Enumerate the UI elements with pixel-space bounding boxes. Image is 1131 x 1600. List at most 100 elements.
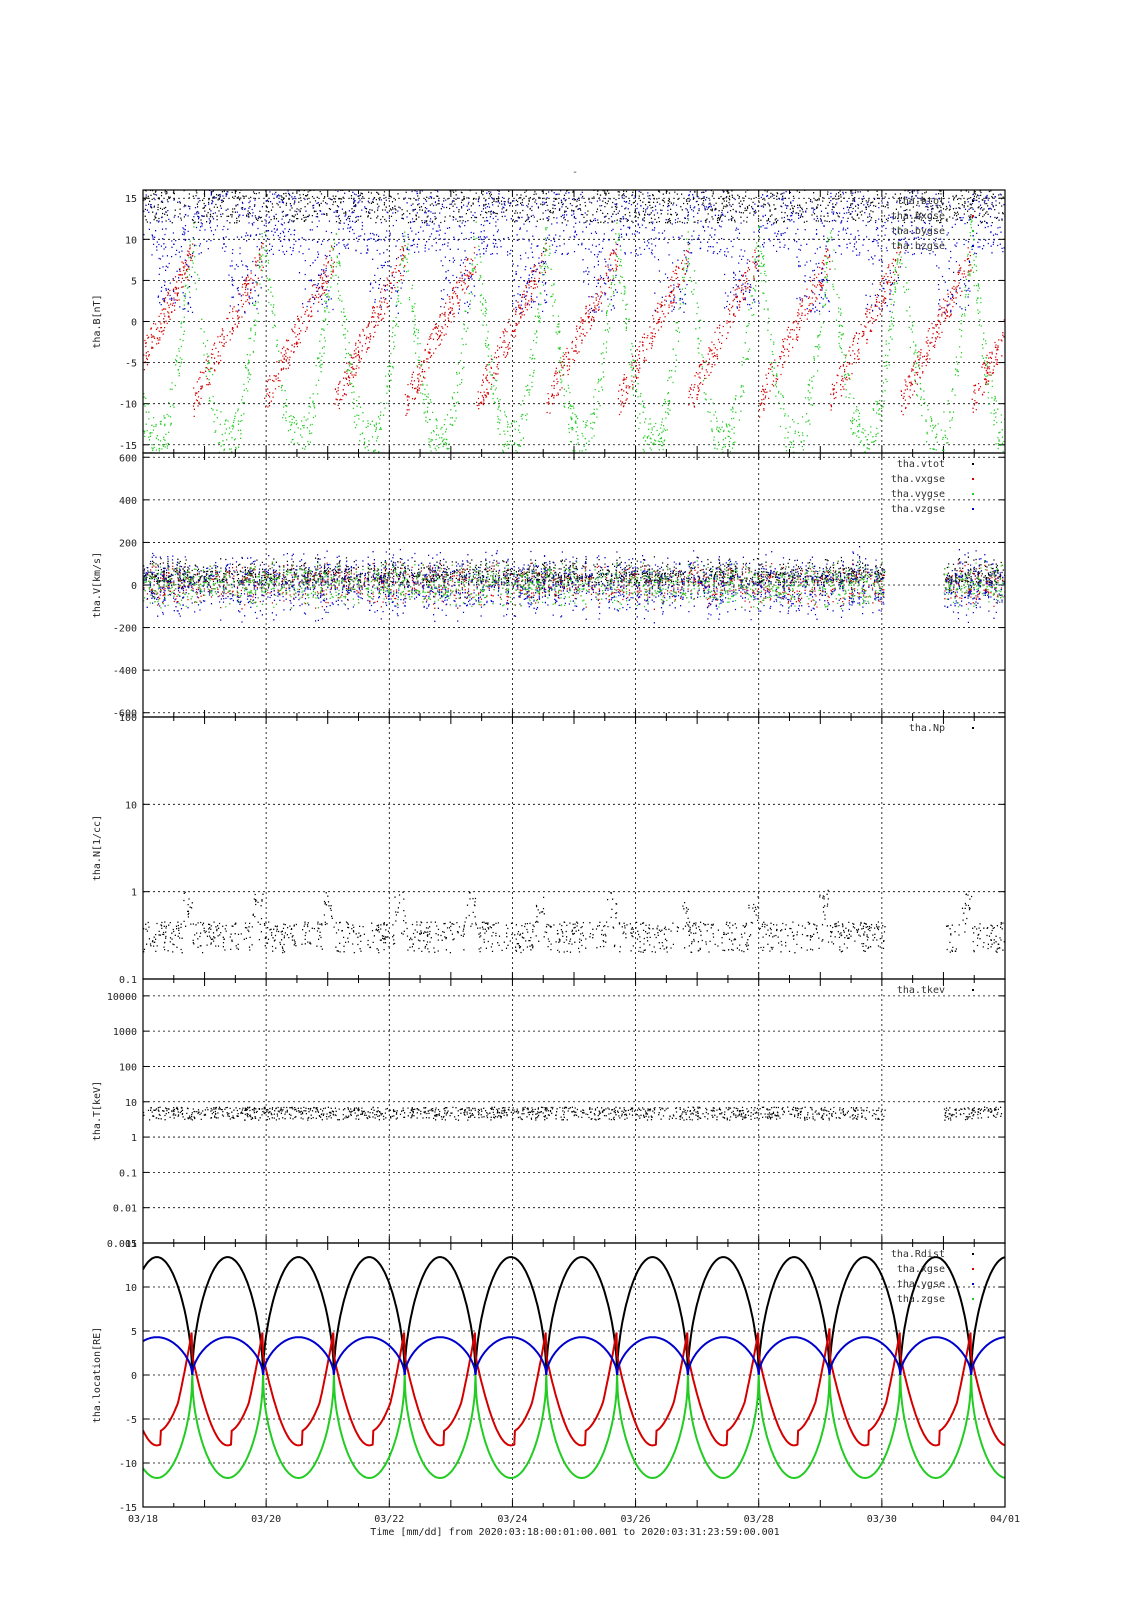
legend-entry: tha.vxgse bbox=[891, 474, 945, 485]
panel-frame bbox=[142, 716, 1006, 980]
y-tick-label: 10000 bbox=[107, 992, 137, 1003]
y-tick-label: -15 bbox=[119, 441, 137, 452]
panel-2: 600 400 200 0 -200 -400 -600 tha.V[km/s] tha.vto… bbox=[92, 452, 1006, 720]
y-tick-label: 0 bbox=[131, 581, 137, 592]
time-axis-label: Time [mm/dd] from 2020:03:18:00:01:00.00… bbox=[370, 1527, 779, 1538]
y-tick-label: 100 bbox=[119, 713, 137, 724]
legend-entry: tha.bxgse bbox=[891, 211, 945, 222]
y-tick-label: 15 bbox=[125, 194, 137, 205]
series-points-3 bbox=[143, 559, 1005, 610]
panels: 151050-5-10-15tha.B[nT]tha.btottha.bxgse… bbox=[92, 189, 1006, 1514]
y-tick-label: 400 bbox=[119, 496, 137, 507]
y-tick-label: 15 bbox=[125, 1239, 137, 1250]
legend-entry: tha.Np bbox=[909, 723, 945, 734]
legend-entry: tha.ygse bbox=[897, 1279, 945, 1290]
y-tick-label: -600 bbox=[113, 709, 137, 720]
x-tick-label: 03/30 bbox=[867, 1514, 897, 1525]
legend-entry: tha.xgse bbox=[897, 1264, 945, 1275]
x-tick-label: 03/22 bbox=[374, 1514, 404, 1525]
legend-entry: tha.vygse bbox=[891, 489, 945, 500]
legend-swatch bbox=[972, 493, 974, 495]
legend: tha.btot tha.bxgse tha.bygse tha.bzgse bbox=[891, 196, 974, 252]
y-tick-label: 100 bbox=[119, 1062, 137, 1073]
legend-entry: tha.bzgse bbox=[891, 241, 945, 252]
series-line-Rdist bbox=[143, 1256, 1005, 1376]
legend: tha.Np bbox=[909, 723, 974, 734]
legend-entry: tha.btot bbox=[897, 196, 945, 207]
series-points-1 bbox=[143, 889, 1005, 954]
y-tick-label: 1000 bbox=[113, 1027, 137, 1038]
y-tick-label: 0.1 bbox=[119, 975, 137, 986]
data-marks bbox=[143, 190, 1005, 453]
y-tick-label: 1 bbox=[131, 1133, 137, 1144]
legend-swatch bbox=[972, 989, 974, 991]
figure-title: - bbox=[572, 167, 578, 178]
legend-swatch bbox=[972, 215, 974, 217]
y-tick-label: 600 bbox=[119, 453, 137, 464]
y-axis-label: tha.T[keV] bbox=[92, 1081, 103, 1141]
x-tick-label: 03/24 bbox=[497, 1514, 527, 1525]
series-points-1 bbox=[143, 1106, 1005, 1121]
y-axis-label: tha.N[1/cc] bbox=[92, 815, 103, 881]
y-tick-label: -200 bbox=[113, 624, 137, 635]
y-tick-label: 0.001 bbox=[107, 1239, 137, 1250]
legend-swatch bbox=[972, 200, 974, 202]
y-tick-label: 10 bbox=[125, 1283, 137, 1294]
data-marks bbox=[143, 546, 1005, 624]
y-tick-label: -400 bbox=[113, 666, 137, 677]
legend-swatch bbox=[972, 478, 974, 480]
legend-swatch bbox=[972, 463, 974, 465]
y-tick-label: -5 bbox=[125, 359, 137, 370]
y-tick-label: 0.1 bbox=[119, 1168, 137, 1179]
data-marks bbox=[143, 1106, 1005, 1121]
x-tick-label: 03/26 bbox=[621, 1514, 651, 1525]
series-points-4 bbox=[143, 190, 1005, 314]
x-tick-label: 03/18 bbox=[128, 1514, 158, 1525]
series-line-ygse bbox=[143, 1336, 1005, 1376]
x-tick-label: 03/28 bbox=[744, 1514, 774, 1525]
series-line-xgse bbox=[143, 1328, 1005, 1447]
series-points-1 bbox=[143, 190, 1005, 224]
legend-swatch bbox=[972, 508, 974, 510]
legend-swatch bbox=[972, 245, 974, 247]
series-line-zgse bbox=[143, 1374, 1005, 1479]
series-points-4 bbox=[143, 546, 1005, 624]
legend-swatch bbox=[972, 1283, 974, 1285]
legend-entry: tha.Rdist bbox=[891, 1249, 945, 1260]
y-tick-label: -10 bbox=[119, 1459, 137, 1470]
panel-5: 151050-5-10-15tha.location[RE]tha.Rdistt… bbox=[92, 1239, 1006, 1514]
panel-3: 100 10 1 0.1 tha.N[1/cc] tha.Np bbox=[92, 713, 1006, 986]
y-tick-label: -10 bbox=[119, 400, 137, 411]
legend-entry: tha.vtot bbox=[897, 459, 945, 470]
y-tick-label: 0 bbox=[131, 318, 137, 329]
y-tick-label: 10 bbox=[125, 235, 137, 246]
y-axis-label: tha.B[nT] bbox=[92, 294, 103, 348]
legend: tha.tkev bbox=[897, 985, 974, 996]
data-marks bbox=[143, 889, 1005, 954]
y-tick-label: -5 bbox=[125, 1415, 137, 1426]
y-tick-label: 5 bbox=[131, 276, 137, 287]
x-tick-labels: 03/18 03/20 03/22 03/24 03/26 03/28 03/30 04/01 bbox=[128, 1514, 1020, 1525]
y-tick-label: 5 bbox=[131, 1327, 137, 1338]
panel-4: 10000 1000 100 10 1 0.1 0.01 0.001 tha.T[keV] tha… bbox=[92, 978, 1006, 1250]
legend-swatch bbox=[972, 1298, 974, 1300]
legend-entry: tha.vzgse bbox=[891, 504, 945, 515]
legend-swatch bbox=[972, 727, 974, 729]
x-tick-label: 04/01 bbox=[990, 1514, 1020, 1525]
legend-entry: tha.zgse bbox=[897, 1294, 945, 1305]
panel-1: 15 10 5 0 -5 -10 -15 tha.B[nT] tha.btot tha.bxgse… bbox=[92, 189, 1006, 454]
legend-swatch bbox=[972, 1268, 974, 1270]
y-tick-label: 200 bbox=[119, 538, 137, 549]
x-tick-label: 03/20 bbox=[251, 1514, 281, 1525]
y-tick-label: -15 bbox=[119, 1503, 137, 1514]
series-points-2 bbox=[143, 242, 1005, 418]
legend: tha.vtot tha.vxgse tha.vygse tha.vzgse bbox=[891, 459, 974, 515]
y-tick-label: 0.01 bbox=[113, 1204, 137, 1215]
legend: tha.Rdist tha.xgse tha.ygse tha.zgse bbox=[891, 1249, 974, 1305]
y-axis-label: tha.location[RE] bbox=[92, 1327, 103, 1423]
panel-frame bbox=[142, 1242, 1006, 1508]
legend-entry: tha.tkev bbox=[897, 985, 945, 996]
legend-swatch bbox=[972, 230, 974, 232]
y-axis-label: tha.V[km/s] bbox=[92, 552, 103, 618]
